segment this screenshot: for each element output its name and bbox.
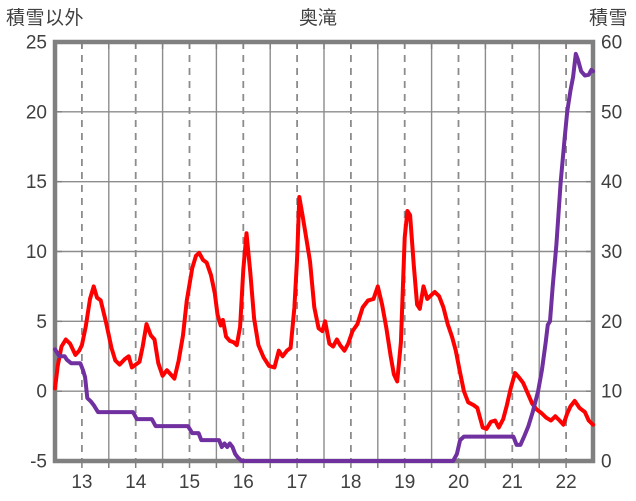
x-axis-tick-label: 16 xyxy=(233,472,254,493)
x-axis-tick-label: 22 xyxy=(556,472,577,493)
right-axis-tick-label: 0 xyxy=(601,452,612,473)
left-axis-tick-label: -5 xyxy=(30,452,47,473)
left-axis-tick-label: 5 xyxy=(36,312,47,333)
right-axis-tick-label: 50 xyxy=(601,102,622,123)
series-line-1 xyxy=(53,51,595,463)
series-line-0 xyxy=(53,195,595,431)
left-axis-tick-label: 0 xyxy=(36,382,47,403)
x-axis-tick-label: 19 xyxy=(394,472,415,493)
x-axis-tick-label: 15 xyxy=(179,472,200,493)
left-axis-title: 積雪以外 xyxy=(6,8,85,29)
right-axis-tick-label: 40 xyxy=(601,172,622,193)
left-axis-tick-label: 25 xyxy=(26,33,47,54)
right-axis-title: 積雪 xyxy=(588,8,628,29)
x-axis-tick-label: 21 xyxy=(502,472,523,493)
x-axis-tick-label: 14 xyxy=(125,472,147,493)
right-axis-tick-label: 60 xyxy=(601,33,622,54)
right-axis-tick-label: 10 xyxy=(601,382,622,403)
right-axis-tick-label: 30 xyxy=(601,242,622,263)
left-axis-tick-label: 10 xyxy=(26,242,47,263)
chart-title: 奥滝 xyxy=(298,8,337,29)
x-axis-tick-label: 13 xyxy=(71,472,92,493)
right-axis-tick-label: 20 xyxy=(601,312,622,333)
x-axis-tick-label: 18 xyxy=(340,472,361,493)
left-axis-tick-label: 20 xyxy=(26,102,47,123)
x-axis-tick-label: 17 xyxy=(287,472,308,493)
x-axis-tick-label: 20 xyxy=(448,472,469,493)
left-axis-tick-label: 15 xyxy=(26,172,47,193)
